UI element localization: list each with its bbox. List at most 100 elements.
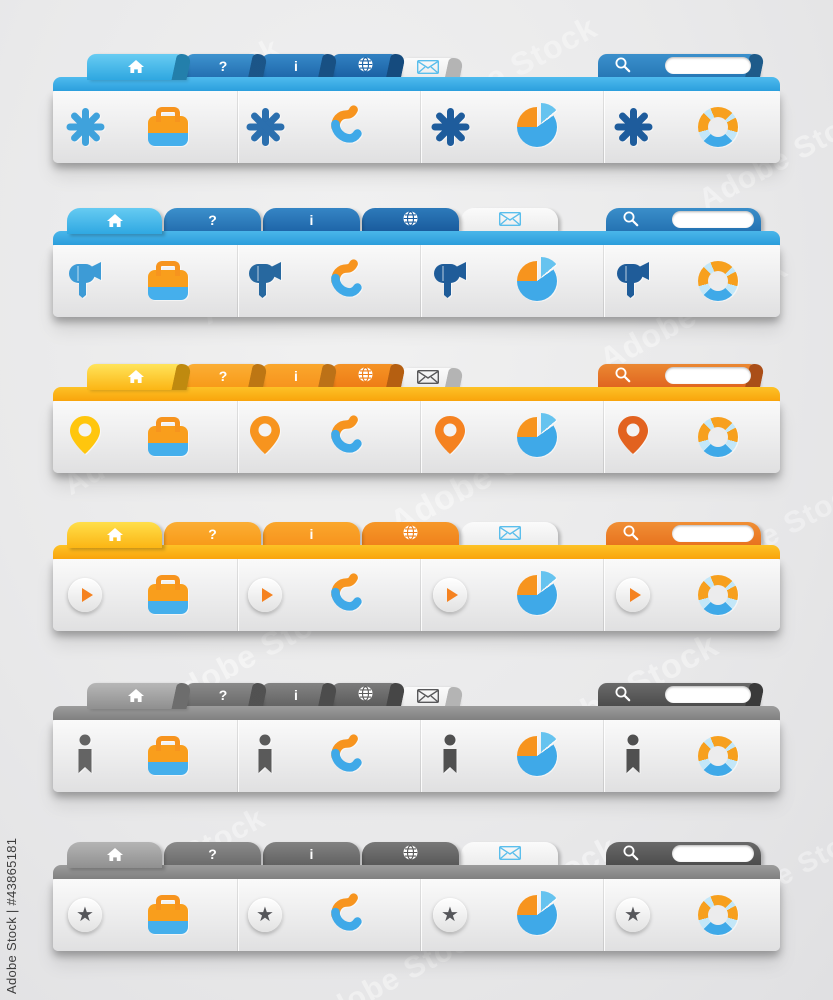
tab-search[interactable] bbox=[606, 208, 761, 231]
asterisk-icon[interactable] bbox=[65, 107, 105, 147]
map-pin-icon[interactable] bbox=[68, 415, 102, 460]
search-input[interactable] bbox=[672, 211, 754, 228]
tab-globe[interactable] bbox=[362, 842, 459, 865]
tab-help[interactable]: ? bbox=[185, 683, 261, 706]
tab-mail[interactable] bbox=[461, 522, 558, 545]
tab-globe[interactable] bbox=[362, 208, 459, 231]
pie-chart-icon[interactable] bbox=[517, 103, 561, 147]
asterisk-icon[interactable] bbox=[430, 107, 470, 147]
tab-info[interactable]: i bbox=[261, 54, 331, 77]
search-input[interactable] bbox=[672, 845, 754, 862]
phone-icon[interactable] bbox=[324, 104, 366, 151]
tab-help[interactable]: ? bbox=[164, 208, 261, 231]
tab-help[interactable]: ? bbox=[185, 364, 261, 387]
search-input[interactable] bbox=[665, 686, 751, 703]
tab-mail[interactable] bbox=[399, 687, 457, 706]
tab-help[interactable]: ? bbox=[164, 522, 261, 545]
search-input[interactable] bbox=[672, 525, 754, 542]
icon-slot bbox=[696, 415, 740, 459]
icon-slot bbox=[428, 259, 472, 303]
tab-home[interactable] bbox=[87, 54, 185, 80]
tab-info[interactable]: i bbox=[263, 522, 360, 545]
pie-chart-icon[interactable] bbox=[517, 571, 561, 615]
tab-search[interactable] bbox=[598, 54, 758, 77]
pie-chart-icon[interactable] bbox=[517, 891, 561, 935]
asterisk-icon[interactable] bbox=[613, 107, 653, 147]
tab-help[interactable]: ? bbox=[164, 842, 261, 865]
tab-globe[interactable] bbox=[362, 522, 459, 545]
phone-icon[interactable] bbox=[324, 414, 366, 461]
briefcase-icon[interactable] bbox=[148, 270, 188, 300]
icon-slot bbox=[323, 733, 367, 780]
phone-icon[interactable] bbox=[324, 258, 366, 305]
play-button[interactable] bbox=[616, 578, 650, 612]
person-icon[interactable] bbox=[440, 734, 460, 779]
life-ring-icon[interactable] bbox=[698, 895, 738, 935]
life-ring-icon[interactable] bbox=[698, 736, 738, 776]
search-input[interactable] bbox=[665, 57, 751, 74]
tab-home[interactable] bbox=[67, 842, 162, 868]
map-pin-icon[interactable] bbox=[248, 415, 282, 460]
tab-mail[interactable] bbox=[399, 58, 457, 77]
pie-chart-icon[interactable] bbox=[517, 413, 561, 457]
megaphone-icon[interactable] bbox=[65, 259, 105, 304]
tab-home[interactable] bbox=[67, 522, 162, 548]
briefcase-icon[interactable] bbox=[148, 116, 188, 146]
tab-info[interactable]: i bbox=[261, 683, 331, 706]
briefcase-icon[interactable] bbox=[148, 426, 188, 456]
mail-icon bbox=[416, 59, 440, 76]
tab-info[interactable]: i bbox=[261, 364, 331, 387]
phone-icon[interactable] bbox=[324, 733, 366, 780]
person-icon[interactable] bbox=[75, 734, 95, 779]
tab-mail[interactable] bbox=[461, 842, 558, 865]
tab-home[interactable] bbox=[67, 208, 162, 234]
tab-mail[interactable] bbox=[461, 208, 558, 231]
map-pin-icon[interactable] bbox=[616, 415, 650, 460]
star-button[interactable]: ★ bbox=[248, 898, 282, 932]
pie-chart-icon[interactable] bbox=[517, 257, 561, 301]
life-ring-icon[interactable] bbox=[698, 417, 738, 457]
tab-search[interactable] bbox=[606, 842, 761, 865]
asterisk-icon[interactable] bbox=[245, 107, 285, 147]
divider bbox=[420, 91, 421, 163]
tab-home[interactable] bbox=[87, 364, 185, 390]
pie-chart-icon[interactable] bbox=[517, 732, 561, 776]
tab-mail[interactable] bbox=[399, 368, 457, 387]
tab-label: i bbox=[294, 686, 298, 703]
tab-search[interactable] bbox=[598, 683, 758, 706]
person-icon[interactable] bbox=[255, 734, 275, 779]
briefcase-icon[interactable] bbox=[148, 745, 188, 775]
star-button[interactable]: ★ bbox=[616, 898, 650, 932]
star-button[interactable]: ★ bbox=[68, 898, 102, 932]
tab-globe[interactable] bbox=[331, 683, 399, 706]
life-ring-icon[interactable] bbox=[698, 261, 738, 301]
icon-slot bbox=[146, 259, 190, 303]
briefcase-icon[interactable] bbox=[148, 904, 188, 934]
navbar-body: ★ ★ ★ ★ bbox=[53, 879, 780, 951]
tab-search[interactable] bbox=[606, 522, 761, 545]
tab-search[interactable] bbox=[598, 364, 758, 387]
person-icon[interactable] bbox=[623, 734, 643, 779]
life-ring-icon[interactable] bbox=[698, 107, 738, 147]
search-input[interactable] bbox=[665, 367, 751, 384]
map-pin-icon[interactable] bbox=[433, 415, 467, 460]
play-button[interactable] bbox=[68, 578, 102, 612]
tab-help[interactable]: ? bbox=[185, 54, 261, 77]
star-button[interactable]: ★ bbox=[433, 898, 467, 932]
megaphone-icon[interactable] bbox=[613, 259, 653, 304]
mail-icon bbox=[416, 369, 440, 386]
megaphone-icon[interactable] bbox=[245, 259, 285, 304]
play-button[interactable] bbox=[248, 578, 282, 612]
phone-icon[interactable] bbox=[324, 572, 366, 619]
phone-icon[interactable] bbox=[324, 892, 366, 939]
megaphone-icon[interactable] bbox=[430, 259, 470, 304]
tab-home[interactable] bbox=[87, 683, 185, 709]
life-ring-icon[interactable] bbox=[698, 575, 738, 615]
play-button[interactable] bbox=[433, 578, 467, 612]
briefcase-icon[interactable] bbox=[148, 584, 188, 614]
tab-info[interactable]: i bbox=[263, 842, 360, 865]
tab-globe[interactable] bbox=[331, 364, 399, 387]
tab-info[interactable]: i bbox=[263, 208, 360, 231]
icon-slot bbox=[146, 573, 190, 617]
tab-globe[interactable] bbox=[331, 54, 399, 77]
